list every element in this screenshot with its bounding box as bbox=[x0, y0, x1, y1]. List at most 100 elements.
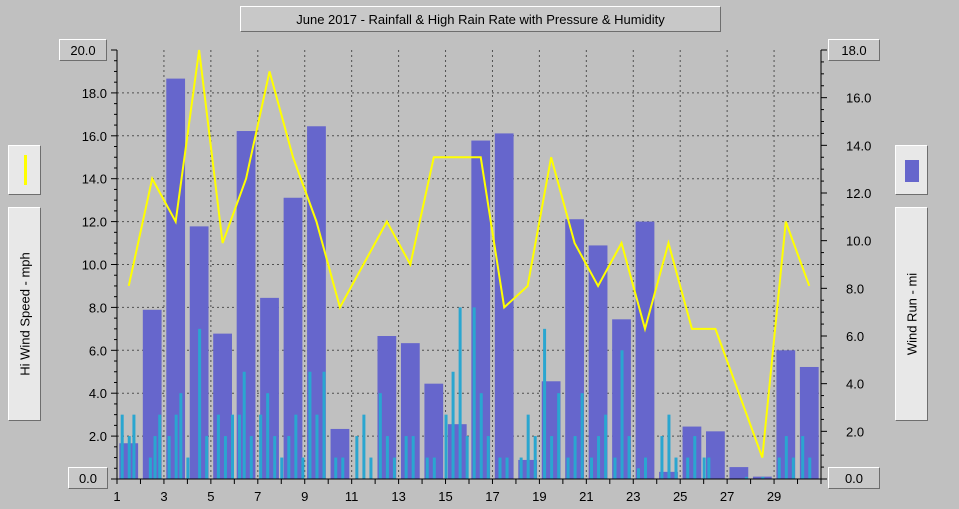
gust-mark bbox=[519, 457, 523, 479]
gust-mark bbox=[557, 393, 561, 479]
gust-mark bbox=[636, 468, 640, 479]
bar bbox=[166, 78, 186, 479]
gust-mark bbox=[660, 436, 664, 479]
gust-mark bbox=[744, 476, 748, 479]
bar bbox=[400, 343, 420, 479]
gust-mark bbox=[451, 371, 455, 479]
gust-mark bbox=[120, 414, 124, 479]
x-tick-label: 17 bbox=[485, 489, 499, 504]
left-tick-label: 10.0 bbox=[82, 258, 107, 273]
bar bbox=[260, 297, 279, 479]
left-tick-label: 12.0 bbox=[82, 215, 107, 230]
gust-mark bbox=[158, 414, 162, 479]
gust-mark bbox=[355, 436, 359, 479]
left-min-label: 0.0 bbox=[68, 467, 108, 489]
gust-mark bbox=[148, 457, 152, 479]
right-tick-label: 8.0 bbox=[846, 281, 864, 296]
gust-mark bbox=[198, 328, 202, 479]
gust-mark bbox=[620, 350, 624, 479]
gust-mark bbox=[674, 457, 678, 479]
x-tick-label: 3 bbox=[160, 489, 167, 504]
gust-mark bbox=[369, 457, 373, 479]
left-max-label: 20.0 bbox=[59, 39, 107, 61]
bar bbox=[447, 424, 467, 479]
gust-mark bbox=[385, 436, 389, 479]
right-tick-label: 10.0 bbox=[846, 234, 871, 249]
gust-mark bbox=[458, 307, 462, 479]
gust-mark bbox=[761, 476, 765, 479]
gust-mark bbox=[580, 393, 584, 479]
gust-mark bbox=[613, 457, 617, 479]
gust-mark bbox=[205, 436, 209, 479]
gust-mark bbox=[242, 371, 246, 479]
gust-mark bbox=[266, 393, 270, 479]
bar bbox=[541, 381, 561, 479]
gust-mark bbox=[693, 436, 697, 479]
gust-mark bbox=[573, 436, 577, 479]
gust-mark bbox=[273, 436, 277, 479]
gust-mark bbox=[259, 414, 263, 479]
right-max-label: 18.0 bbox=[828, 39, 880, 61]
gust-mark bbox=[784, 436, 788, 479]
gust-mark bbox=[238, 414, 242, 479]
x-tick-label: 25 bbox=[673, 489, 687, 504]
bar bbox=[424, 383, 444, 479]
right-tick-label: 12.0 bbox=[846, 186, 871, 201]
x-tick-label: 15 bbox=[438, 489, 452, 504]
gust-mark bbox=[801, 436, 805, 479]
gust-mark bbox=[174, 414, 178, 479]
gust-mark bbox=[479, 393, 483, 479]
gust-mark bbox=[707, 457, 711, 479]
right-tick-label: 2.0 bbox=[846, 424, 864, 439]
gust-mark bbox=[127, 436, 131, 479]
gust-mark bbox=[287, 436, 291, 479]
gust-mark bbox=[249, 436, 253, 479]
bar bbox=[213, 333, 232, 479]
left-tick-label: 4.0 bbox=[89, 386, 107, 401]
gust-mark bbox=[404, 436, 408, 479]
gust-mark bbox=[627, 436, 631, 479]
gust-mark bbox=[667, 414, 671, 479]
bar bbox=[283, 197, 303, 479]
gust-mark bbox=[533, 436, 537, 479]
gust-mark bbox=[597, 436, 601, 479]
gust-mark bbox=[498, 457, 502, 479]
bar bbox=[377, 336, 397, 479]
bar bbox=[729, 467, 749, 479]
gust-mark bbox=[167, 436, 171, 479]
x-tick-label: 5 bbox=[207, 489, 214, 504]
left-tick-label: 8.0 bbox=[89, 300, 107, 315]
gust-mark bbox=[230, 414, 234, 479]
left-axis-title-box: Hi Wind Speed - mph bbox=[8, 207, 41, 421]
gust-mark bbox=[425, 457, 429, 479]
bar bbox=[776, 350, 796, 479]
left-tick-label: 18.0 bbox=[82, 86, 107, 101]
gust-mark bbox=[179, 393, 183, 479]
right-tick-label: 16.0 bbox=[846, 91, 871, 106]
right-tick-label: 14.0 bbox=[846, 138, 871, 153]
x-tick-label: 7 bbox=[254, 489, 261, 504]
gust-mark bbox=[543, 328, 547, 479]
x-tick-label: 1 bbox=[113, 489, 120, 504]
bar bbox=[330, 428, 350, 479]
line-legend-icon bbox=[24, 155, 27, 185]
x-tick-label: 23 bbox=[626, 489, 640, 504]
x-tick-label: 19 bbox=[532, 489, 546, 504]
x-tick-label: 11 bbox=[345, 489, 359, 504]
gust-mark bbox=[216, 414, 220, 479]
bar bbox=[799, 366, 819, 479]
gust-mark bbox=[362, 414, 366, 479]
bar bbox=[682, 426, 702, 479]
gust-mark bbox=[315, 414, 319, 479]
gust-mark bbox=[186, 457, 190, 479]
right-legend-swatch bbox=[895, 145, 928, 195]
bar-legend-icon bbox=[905, 160, 919, 182]
bar bbox=[236, 131, 256, 480]
bar bbox=[635, 221, 655, 479]
gust-mark bbox=[378, 393, 382, 479]
gust-mark bbox=[486, 436, 490, 479]
right-tick-label: 4.0 bbox=[846, 377, 864, 392]
gust-mark bbox=[280, 457, 284, 479]
bar bbox=[307, 126, 326, 480]
gust-mark bbox=[392, 457, 396, 479]
